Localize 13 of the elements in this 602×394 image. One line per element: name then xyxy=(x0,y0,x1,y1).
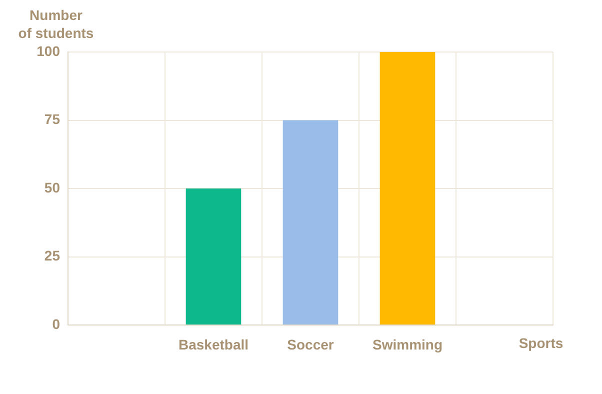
bar xyxy=(282,120,338,324)
bar xyxy=(186,188,242,324)
x-tick-label: Soccer xyxy=(287,336,334,352)
x-tick-label: Swimming xyxy=(372,336,443,352)
y-tick-label: 100 xyxy=(36,42,60,59)
y-axis-title: Number of students xyxy=(18,7,94,41)
y-tick-label: 75 xyxy=(44,111,60,128)
y-tick-label: 0 xyxy=(52,316,60,332)
y-tick-label: 50 xyxy=(44,179,60,196)
x-axis-title: Sports xyxy=(518,335,564,351)
y-tick-label: 25 xyxy=(44,248,60,264)
bar xyxy=(380,52,436,324)
x-tick-label: Basketball xyxy=(178,336,249,352)
